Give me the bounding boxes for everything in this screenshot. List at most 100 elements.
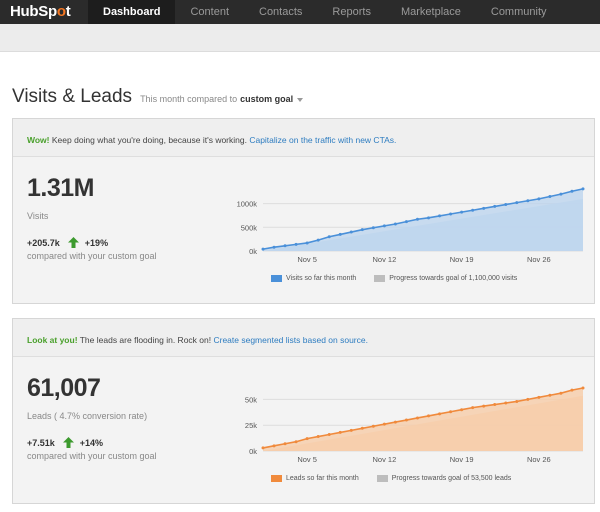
visits-data-point	[294, 242, 298, 246]
leads-data-point	[515, 399, 519, 403]
leads-data-point	[548, 393, 552, 397]
visits-panel: Wow! Keep doing what you're doing, becau…	[12, 118, 595, 304]
visits-x-tick-label: Nov 26	[527, 255, 551, 264]
visits-data-point	[382, 224, 386, 228]
nav-content[interactable]: Content	[190, 6, 229, 18]
leads-data-point	[272, 444, 276, 448]
visits-banner-text: Keep doing what you're doing, because it…	[49, 135, 250, 145]
leads-delta-abs: +7.51k	[27, 437, 55, 448]
nav-reports[interactable]: Reports	[332, 6, 371, 18]
leads-data-point	[427, 414, 431, 418]
leads-data-point	[382, 422, 386, 426]
leads-data-point	[305, 437, 309, 441]
leads-data-point	[393, 420, 397, 424]
visits-data-point	[504, 203, 508, 207]
visits-x-tick-label: Nov 5	[297, 255, 317, 264]
leads-data-point	[349, 428, 353, 432]
visits-data-point	[548, 194, 552, 198]
goal-selector[interactable]: custom goal	[240, 94, 304, 104]
leads-y-tick-label: 50k	[245, 395, 257, 404]
visits-data-point	[261, 247, 265, 251]
visits-actual-line	[262, 188, 584, 250]
chevron-down-icon	[297, 97, 304, 102]
leads-panel: Look at you! The leads are flooding in. …	[12, 318, 595, 504]
leads-data-point	[360, 426, 364, 430]
visits-data-point	[272, 245, 276, 249]
visits-x-tick-label: Nov 19	[450, 255, 474, 264]
leads-data-point	[493, 403, 497, 407]
nav-links: Dashboard Content Contacts Reports Marke…	[88, 0, 562, 24]
leads-banner: Look at you! The leads are flooding in. …	[13, 319, 594, 357]
up-arrow-icon	[62, 437, 74, 448]
visits-data-point	[493, 204, 497, 208]
leads-data-point	[283, 442, 287, 446]
hubspot-logo[interactable]: HubSpot	[10, 3, 71, 20]
visits-compare: compared with your custom goal	[27, 251, 157, 261]
visits-label: Visits	[27, 211, 49, 221]
visits-banner: Wow! Keep doing what you're doing, becau…	[13, 119, 594, 157]
leads-data-point	[438, 412, 442, 416]
visits-data-point	[393, 222, 397, 226]
leads-x-tick-label: Nov 5	[297, 455, 317, 464]
leads-legend-goal[interactable]: Progress towards goal of 53,500 leads	[376, 475, 511, 482]
leads-data-point	[449, 410, 453, 414]
visits-delta: +205.7k +19%	[27, 237, 108, 248]
visits-data-point	[581, 187, 585, 191]
nav-marketplace[interactable]: Marketplace	[400, 6, 461, 18]
visits-y-tick-label: 1000k	[237, 200, 258, 209]
visits-data-point	[360, 228, 364, 232]
visits-chart: 0k 500k 1000k Nov 5 Nov 12 Nov 19 Nov 26	[237, 187, 585, 264]
visits-data-point	[283, 244, 287, 248]
nav-contacts[interactable]: Contacts	[259, 6, 303, 18]
leads-legend: Leads so far this month Progress towards…	[271, 475, 529, 482]
leads-x-tick-label: Nov 12	[372, 455, 396, 464]
visits-y-tick-label: 0k	[249, 247, 257, 256]
leads-banner-text: The leads are flooding in. Rock on!	[77, 335, 214, 345]
visits-data-point	[349, 230, 353, 234]
visits-data-point	[460, 210, 464, 214]
leads-delta: +7.51k +14%	[27, 437, 103, 448]
nav-dashboard[interactable]: Dashboard	[88, 0, 176, 24]
leads-data-point	[537, 395, 541, 399]
visits-y-tick-label: 500k	[241, 223, 258, 232]
leads-x-tick-label: Nov 19	[450, 455, 474, 464]
up-arrow-icon	[67, 237, 79, 248]
leads-data-point	[482, 404, 486, 408]
visits-delta-pct: +19%	[84, 237, 109, 248]
visits-data-point	[537, 197, 541, 201]
visits-data-point	[526, 199, 530, 203]
visits-data-point	[327, 235, 331, 239]
visits-data-point	[570, 189, 574, 193]
leads-delta-pct: +14%	[79, 437, 104, 448]
leads-x-tick-label: Nov 26	[527, 455, 551, 464]
visits-legend-actual[interactable]: Visits so far this month	[271, 275, 356, 282]
nav-community[interactable]: Community	[490, 6, 547, 18]
visits-legend-goal[interactable]: Progress towards goal of 1,100,000 visit…	[374, 275, 517, 282]
leads-data-point	[526, 397, 530, 401]
leads-data-point	[338, 430, 342, 434]
visits-value: 1.31M	[27, 174, 94, 202]
leads-chart: 0k 25k 50k Nov 5 Nov 12 Nov 19 Nov 26	[245, 386, 585, 464]
leads-legend-actual[interactable]: Leads so far this month	[271, 475, 359, 482]
visits-data-point	[338, 232, 342, 236]
leads-y-tick-label: 0k	[249, 447, 257, 456]
visits-x-tick-label: Nov 12	[372, 255, 396, 264]
leads-label: Leads ( 4.7% conversion rate)	[27, 411, 148, 421]
visits-banner-link[interactable]: Capitalize on the traffic with new CTAs.	[249, 135, 397, 145]
legend-swatch	[271, 475, 282, 482]
leads-data-point	[570, 388, 574, 392]
legend-swatch	[376, 475, 388, 482]
leads-value: 61,007	[27, 374, 101, 402]
visits-data-point	[515, 201, 519, 205]
leads-actual-line	[262, 387, 584, 449]
leads-data-point	[294, 440, 298, 444]
leads-banner-link[interactable]: Create segmented lists based on source.	[213, 335, 368, 345]
leads-data-point	[559, 391, 563, 395]
page-title: Visits & Leads	[12, 86, 133, 107]
visits-data-point	[438, 214, 442, 218]
visits-data-point	[559, 192, 563, 196]
leads-banner-strong: Look at you!	[27, 335, 78, 345]
title-row: Visits & Leads This month compared to cu…	[12, 86, 304, 108]
visits-legend: Visits so far this month Progress toward…	[271, 275, 535, 282]
legend-swatch	[374, 275, 386, 282]
